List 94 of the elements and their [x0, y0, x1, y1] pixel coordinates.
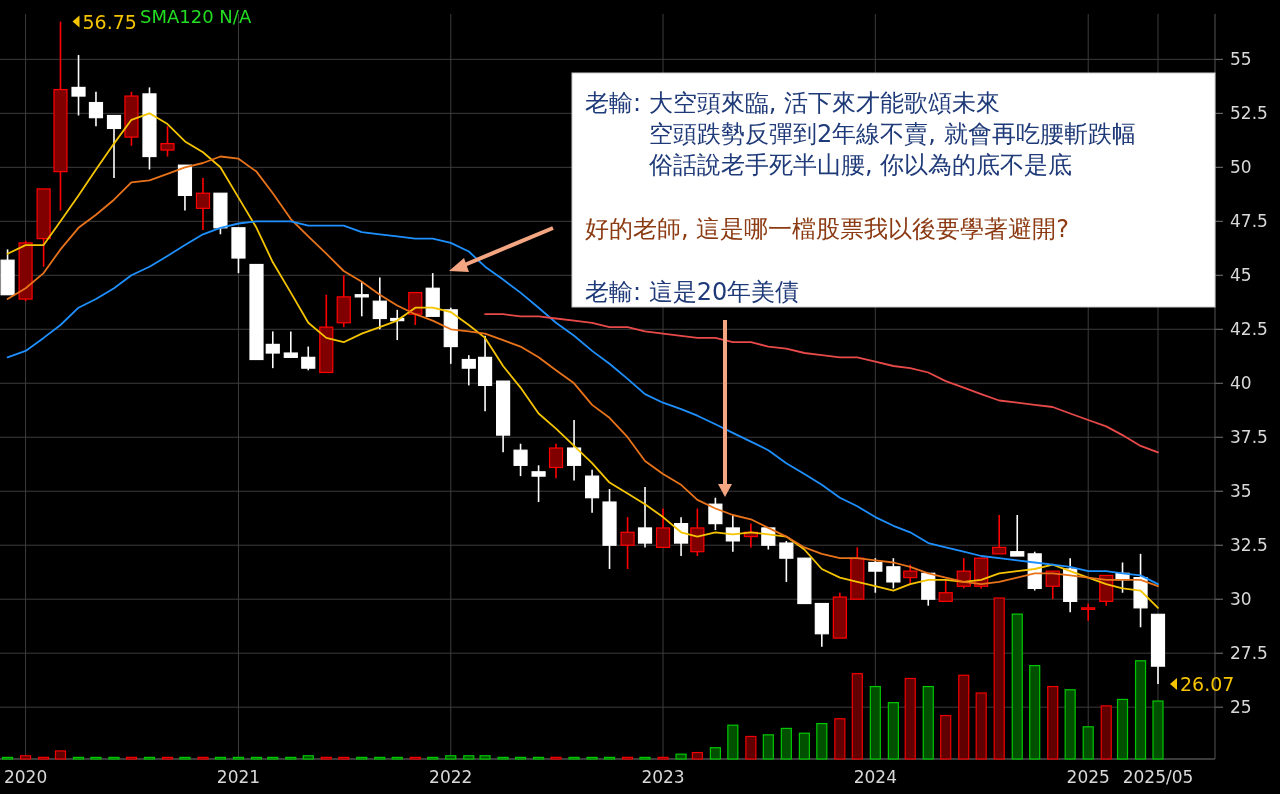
bar — [940, 714, 952, 760]
y-tick-label: 47.5 — [1230, 211, 1268, 232]
annotation: SMA120 N/A — [140, 5, 252, 27]
candlestick — [301, 345, 316, 372]
annotation: 26.07 — [1180, 673, 1235, 696]
candlestick — [265, 330, 280, 369]
candlestick — [372, 276, 387, 331]
bar — [834, 718, 846, 760]
bar — [1116, 698, 1129, 760]
bar — [745, 735, 757, 760]
y-tick-label: 37.5 — [1230, 427, 1268, 448]
bar — [54, 750, 67, 760]
annotation: 俗話說老手死半山腰, 你以為的底不是底 — [649, 151, 1073, 179]
candlestick — [88, 90, 104, 128]
y-tick-label: 27.5 — [1230, 643, 1268, 664]
y-tick-label: 25 — [1230, 697, 1252, 718]
bar — [1134, 660, 1147, 760]
bar — [869, 685, 881, 760]
candlestick — [620, 516, 635, 570]
bar — [816, 722, 828, 760]
candlestick — [708, 496, 723, 531]
bar — [1100, 705, 1112, 760]
x-tick-label: 2022 — [429, 767, 473, 787]
annotation: 空頭跌勢反彈到2年線不賣, 就會再吃腰斬跌幅 — [649, 120, 1136, 148]
bar — [1152, 700, 1164, 760]
y-tick-label: 45 — [1230, 265, 1252, 286]
bar — [1064, 689, 1076, 760]
candlestick — [1010, 514, 1025, 557]
candlestick — [655, 507, 671, 549]
candlestick — [886, 557, 901, 590]
bar — [463, 755, 475, 760]
line-series — [484, 313, 1159, 454]
bar — [887, 702, 899, 760]
candlestick — [992, 514, 1007, 555]
candlestick — [531, 464, 546, 503]
bar — [1082, 726, 1094, 760]
bar — [1029, 665, 1041, 760]
candlestick — [566, 419, 582, 482]
x-tick-label: 2023 — [641, 767, 685, 787]
annotation: 56.75 — [82, 10, 137, 33]
bar — [904, 677, 916, 760]
bar — [691, 751, 703, 760]
candlestick — [779, 540, 794, 583]
bar — [1011, 613, 1023, 760]
y-tick-label: 35 — [1230, 481, 1252, 502]
candlestick — [160, 125, 175, 158]
annotation: 老輸: 這是20年美債 — [585, 278, 800, 306]
annotation: 好的老師, 這是哪一檔股票我以後要學著避開? — [585, 215, 1069, 243]
annotation: 老輸: 大空頭來臨, 活下來才能歌頌未來 — [585, 89, 1000, 117]
candlestick — [868, 557, 883, 594]
candlestick — [548, 442, 564, 480]
bar — [851, 673, 863, 760]
y-tick-label: 32.5 — [1230, 535, 1268, 556]
bar — [727, 724, 739, 760]
candlestick — [71, 54, 86, 117]
x-tick-label: 2024 — [853, 767, 897, 787]
x-tick-label: 2020 — [3, 767, 48, 787]
candlestick — [1045, 570, 1060, 600]
candlestick — [195, 177, 211, 231]
candlestick — [513, 442, 528, 477]
candlestick — [461, 354, 476, 387]
bar — [19, 755, 32, 760]
bar — [302, 755, 314, 760]
candlestick — [673, 516, 689, 557]
candlestick — [938, 578, 953, 603]
candlestick — [637, 486, 653, 549]
y-tick-label: 30 — [1230, 589, 1252, 610]
candlestick — [106, 114, 122, 179]
bar — [798, 732, 810, 760]
bar — [958, 674, 970, 760]
y-tick-label: 42.5 — [1230, 319, 1268, 340]
candlestick — [354, 280, 369, 318]
bar — [479, 755, 491, 760]
candlestick — [584, 468, 600, 514]
candlestick — [690, 507, 705, 557]
candlestick — [283, 330, 298, 359]
candlestick — [903, 563, 918, 585]
x-tick-label: 2021 — [216, 767, 261, 787]
bar — [709, 747, 721, 760]
y-tick-label: 55 — [1230, 49, 1252, 70]
bar — [780, 727, 792, 760]
y-tick-label: 52.5 — [1230, 103, 1268, 124]
bar — [993, 597, 1005, 760]
bar — [445, 755, 457, 760]
bar — [762, 734, 774, 760]
bar — [675, 753, 687, 760]
candlestick — [1081, 602, 1096, 622]
x-tick-label: 2025/05 — [1122, 767, 1194, 787]
y-tick-label: 40 — [1230, 373, 1252, 394]
bar — [1047, 685, 1059, 760]
y-tick-label: 50 — [1230, 157, 1252, 178]
bar — [975, 692, 987, 760]
bar — [922, 685, 934, 760]
x-tick-label: 2025 — [1066, 767, 1110, 787]
